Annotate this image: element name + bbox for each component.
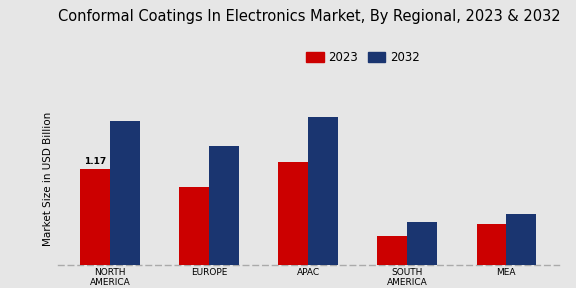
Text: Conformal Coatings In Electronics Market, By Regional, 2023 & 2032: Conformal Coatings In Electronics Market… xyxy=(58,9,560,24)
Text: 1.17: 1.17 xyxy=(84,157,107,166)
Bar xyxy=(81,169,110,265)
Legend: 2023, 2032: 2023, 2032 xyxy=(301,46,425,69)
Bar xyxy=(278,162,308,265)
Bar xyxy=(110,121,140,265)
Bar xyxy=(209,146,239,265)
Bar xyxy=(377,236,407,265)
Bar xyxy=(407,222,437,265)
Bar xyxy=(308,117,338,265)
Bar xyxy=(179,187,209,265)
Y-axis label: Market Size in USD Billion: Market Size in USD Billion xyxy=(43,111,54,246)
Bar xyxy=(476,224,506,265)
Bar xyxy=(506,214,536,265)
